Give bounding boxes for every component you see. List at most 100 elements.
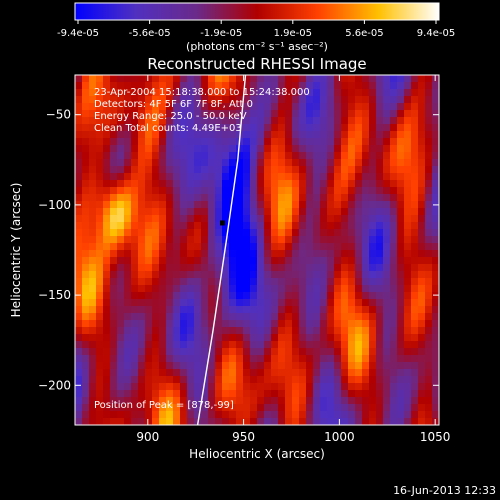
heatmap-cell bbox=[173, 376, 181, 384]
heatmap-cell bbox=[390, 236, 398, 244]
heatmap-cell bbox=[229, 222, 237, 230]
heatmap-cell bbox=[117, 271, 125, 279]
plot-frame bbox=[74, 74, 440, 426]
heatmap-cell bbox=[124, 327, 132, 335]
heatmap-cell bbox=[341, 215, 349, 223]
heatmap-cell bbox=[229, 250, 237, 258]
heatmap-cell bbox=[180, 355, 188, 363]
heatmap-cell bbox=[145, 390, 153, 398]
heatmap-cell bbox=[306, 418, 314, 425]
heatmap-cell bbox=[348, 306, 356, 314]
heatmap-cell bbox=[355, 82, 363, 90]
heatmap-cell bbox=[257, 376, 265, 384]
heatmap-cell bbox=[299, 264, 307, 272]
heatmap-cell bbox=[320, 82, 328, 90]
heatmap-cell bbox=[152, 117, 160, 125]
heatmap-cell bbox=[362, 82, 370, 90]
heatmap-cell bbox=[138, 299, 146, 307]
heatmap-cell bbox=[425, 369, 433, 377]
heatmap-cell bbox=[82, 292, 90, 300]
heatmap-cell bbox=[418, 390, 426, 398]
heatmap-cell bbox=[173, 418, 181, 425]
heatmap-cell bbox=[250, 201, 258, 209]
heatmap-cell bbox=[138, 390, 146, 398]
heatmap-cell bbox=[215, 124, 223, 132]
heatmap-cell bbox=[383, 194, 391, 202]
heatmap-cell bbox=[411, 418, 419, 425]
heatmap-cell bbox=[159, 215, 167, 223]
heatmap-cell bbox=[159, 222, 167, 230]
heatmap-cell bbox=[334, 236, 342, 244]
heatmap-cell bbox=[425, 124, 433, 132]
heatmap-cell bbox=[75, 145, 83, 153]
heatmap-cell bbox=[383, 383, 391, 391]
heatmap-cell bbox=[257, 173, 265, 181]
heatmap-cell bbox=[124, 159, 132, 167]
heatmap-cell bbox=[432, 292, 439, 300]
heatmap-cell bbox=[159, 229, 167, 237]
heatmap-cell bbox=[432, 411, 439, 419]
heatmap-cell bbox=[313, 348, 321, 356]
heatmap-cell bbox=[201, 299, 209, 307]
heatmap-cell bbox=[96, 215, 104, 223]
heatmap-cell bbox=[89, 327, 97, 335]
heatmap-cell bbox=[271, 243, 279, 251]
heatmap-cell bbox=[96, 369, 104, 377]
heatmap-cell bbox=[138, 404, 146, 412]
heatmap-cell bbox=[222, 222, 230, 230]
heatmap-cell bbox=[432, 334, 439, 342]
heatmap-cell bbox=[362, 285, 370, 293]
heatmap-cell bbox=[327, 376, 335, 384]
heatmap-cell bbox=[96, 194, 104, 202]
x-tick-label: 1000 bbox=[324, 430, 355, 444]
heatmap-cell bbox=[376, 180, 384, 188]
heatmap-cell bbox=[131, 362, 139, 370]
heatmap-cell bbox=[145, 194, 153, 202]
heatmap-cell bbox=[194, 313, 202, 321]
heatmap-cell bbox=[194, 159, 202, 167]
heatmap-cell bbox=[180, 75, 188, 83]
heatmap-cell bbox=[201, 187, 209, 195]
heatmap-cell bbox=[82, 243, 90, 251]
heatmap-cell bbox=[292, 215, 300, 223]
heatmap-cell bbox=[138, 278, 146, 286]
heatmap-cell bbox=[250, 138, 258, 146]
heatmap-cell bbox=[152, 82, 160, 90]
heatmap-cell bbox=[159, 138, 167, 146]
heatmap-cell bbox=[103, 201, 111, 209]
y-tick-label: −100 bbox=[38, 198, 71, 212]
heatmap-cell bbox=[355, 264, 363, 272]
heatmap-cell bbox=[187, 376, 195, 384]
heatmap-cell bbox=[271, 257, 279, 265]
heatmap-cell bbox=[208, 264, 216, 272]
heatmap-cell bbox=[418, 103, 426, 111]
heatmap-cell bbox=[215, 390, 223, 398]
heatmap-cell bbox=[159, 96, 167, 104]
heatmap-cell bbox=[117, 362, 125, 370]
heatmap-cell bbox=[236, 292, 244, 300]
heatmap-cell bbox=[82, 404, 90, 412]
heatmap-cell bbox=[383, 75, 391, 83]
heatmap-cell bbox=[243, 362, 251, 370]
heatmap-cell bbox=[404, 187, 412, 195]
heatmap-cell bbox=[362, 180, 370, 188]
heatmap-cell bbox=[145, 215, 153, 223]
heatmap-cell bbox=[222, 285, 230, 293]
heatmap-cell bbox=[278, 341, 286, 349]
heatmap-cell bbox=[348, 383, 356, 391]
heatmap-cell bbox=[152, 208, 160, 216]
heatmap-cell bbox=[397, 103, 405, 111]
heatmap-cell bbox=[131, 236, 139, 244]
heatmap-cell bbox=[376, 243, 384, 251]
heatmap-cell bbox=[229, 418, 237, 425]
heatmap-cell bbox=[166, 215, 174, 223]
heatmap-cell bbox=[117, 187, 125, 195]
heatmap-cell bbox=[383, 369, 391, 377]
heatmap-cell bbox=[278, 89, 286, 97]
heatmap-cell bbox=[145, 285, 153, 293]
heatmap-cell bbox=[222, 159, 230, 167]
heatmap-cell bbox=[208, 327, 216, 335]
heatmap-cell bbox=[299, 404, 307, 412]
heatmap-cell bbox=[411, 75, 419, 83]
heatmap-cell bbox=[117, 264, 125, 272]
